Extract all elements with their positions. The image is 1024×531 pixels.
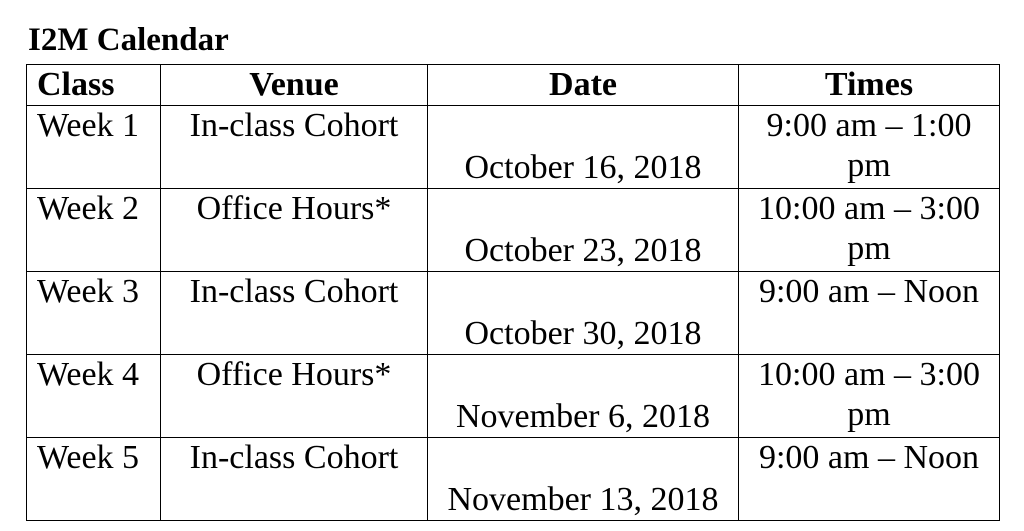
table-header-row: Class Venue Date Times [26,64,1000,106]
table-row: Week 4 Office Hours* November 6, 2018 10:00… [26,354,1000,438]
date-cell: November 6, 2018 [427,354,739,438]
class-cell: Week 3 [26,271,161,355]
column-header-venue: Venue [160,64,428,106]
column-header-class: Class [26,64,161,106]
document-title: I2M Calendar [28,22,229,58]
venue-cell: In-class Cohort [160,105,428,189]
table-row: Week 2 Office Hours* October 23, 2018 10:00… [26,188,1000,272]
class-cell: Week 2 [26,188,161,272]
table-row: Week 3 In-class Cohort October 30, 2018 9:0… [26,271,1000,355]
times-cell: 9:00 am – Noon [738,437,1000,521]
calendar-table: Class Venue Date Times Week 1 In-class Co… [26,64,1000,521]
column-header-times: Times [738,64,1000,106]
class-cell: Week 4 [26,354,161,438]
date-cell: October 23, 2018 [427,188,739,272]
venue-cell: Office Hours* [160,354,428,438]
class-cell: Week 1 [26,105,161,189]
class-cell: Week 5 [26,437,161,521]
times-cell: 10:00 am – 3:00 pm [738,188,1000,272]
table-row: Week 5 In-class Cohort November 13, 2018 9:… [26,437,1000,521]
column-header-date: Date [427,64,739,106]
date-cell: November 13, 2018 [427,437,739,521]
venue-cell: Office Hours* [160,188,428,272]
venue-cell: In-class Cohort [160,271,428,355]
date-cell: October 16, 2018 [427,105,739,189]
times-cell: 9:00 am – Noon [738,271,1000,355]
venue-cell: In-class Cohort [160,437,428,521]
times-cell: 9:00 am – 1:00 pm [738,105,1000,189]
table-row: Week 1 In-class Cohort October 16, 2018 9:0… [26,105,1000,189]
times-cell: 10:00 am – 3:00 pm [738,354,1000,438]
date-cell: October 30, 2018 [427,271,739,355]
